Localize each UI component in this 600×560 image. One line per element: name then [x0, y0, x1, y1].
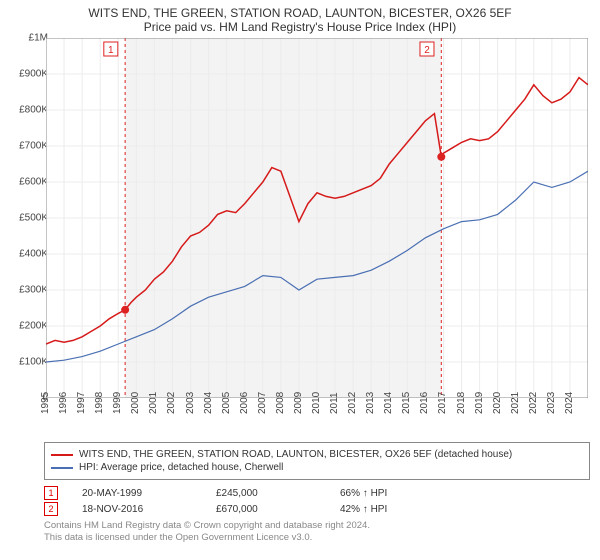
x-tick: 2022: [528, 392, 539, 414]
x-tick: 2003: [185, 392, 196, 414]
footer: Contains HM Land Registry data © Crown c…: [44, 520, 590, 545]
x-tick: 2021: [510, 392, 521, 414]
x-tick: 2012: [347, 392, 358, 414]
txn-pct: 42% ↑ HPI: [340, 504, 387, 515]
y-tick: £100K: [19, 357, 48, 368]
txn-price: £670,000: [216, 504, 316, 515]
txn-price: £245,000: [216, 488, 316, 499]
x-tick: 2019: [474, 392, 485, 414]
transaction-row: 2 18-NOV-2016 £670,000 42% ↑ HPI: [44, 502, 590, 516]
legend-swatch: [51, 454, 73, 456]
chart-plot: 12: [46, 38, 588, 398]
x-tick: 2018: [456, 392, 467, 414]
txn-date: 20-MAY-1999: [82, 488, 192, 499]
chart-svg: 12: [46, 38, 588, 398]
y-tick: £700K: [19, 141, 48, 152]
svg-text:1: 1: [108, 45, 114, 56]
txn-pct: 66% ↑ HPI: [340, 488, 387, 499]
x-tick: 2005: [221, 392, 232, 414]
txn-date: 18-NOV-2016: [82, 504, 192, 515]
x-tick: 2010: [311, 392, 322, 414]
x-tick: 2016: [419, 392, 430, 414]
x-tick: 2011: [329, 392, 340, 414]
x-tick: 1996: [58, 392, 69, 414]
y-tick: £800K: [19, 105, 48, 116]
x-tick: 2013: [365, 392, 376, 414]
x-tick: 2004: [203, 392, 214, 414]
legend-row: HPI: Average price, detached house, Cher…: [51, 462, 583, 473]
x-tick: 1999: [112, 392, 123, 414]
y-tick: £600K: [19, 177, 48, 188]
x-tick: 1995: [40, 392, 51, 414]
x-tick: 2015: [401, 392, 412, 414]
x-tick: 2024: [564, 392, 575, 414]
x-tick: 1997: [76, 392, 87, 414]
x-tick: 2002: [166, 392, 177, 414]
y-tick: £500K: [19, 213, 48, 224]
footer-line: This data is licensed under the Open Gov…: [44, 532, 590, 544]
x-tick: 2000: [130, 392, 141, 414]
txn-marker: 1: [44, 486, 58, 500]
x-axis: 1995199619971998199920002001200220032004…: [46, 398, 588, 438]
y-tick: £300K: [19, 285, 48, 296]
x-tick: 2006: [239, 392, 250, 414]
transaction-row: 1 20-MAY-1999 £245,000 66% ↑ HPI: [44, 486, 590, 500]
footer-line: Contains HM Land Registry data © Crown c…: [44, 520, 590, 532]
x-tick: 2001: [148, 392, 159, 414]
x-tick: 2017: [437, 392, 448, 414]
legend-label: WITS END, THE GREEN, STATION ROAD, LAUNT…: [79, 449, 512, 460]
x-tick: 2020: [492, 392, 503, 414]
legend-row: WITS END, THE GREEN, STATION ROAD, LAUNT…: [51, 449, 583, 460]
x-tick: 2009: [293, 392, 304, 414]
legend: WITS END, THE GREEN, STATION ROAD, LAUNT…: [44, 442, 590, 480]
x-tick: 2023: [546, 392, 557, 414]
x-tick: 2007: [257, 392, 268, 414]
x-tick: 1998: [94, 392, 105, 414]
txn-marker: 2: [44, 502, 58, 516]
legend-swatch: [51, 467, 73, 469]
x-tick: 2014: [383, 392, 394, 414]
x-tick: 2008: [275, 392, 286, 414]
y-tick: £400K: [19, 249, 48, 260]
y-tick: £200K: [19, 321, 48, 332]
y-tick: £900K: [19, 69, 48, 80]
page-subtitle: Price paid vs. HM Land Registry's House …: [0, 20, 600, 38]
svg-text:2: 2: [424, 45, 430, 56]
page-title: WITS END, THE GREEN, STATION ROAD, LAUNT…: [0, 0, 600, 20]
legend-label: HPI: Average price, detached house, Cher…: [79, 462, 283, 473]
